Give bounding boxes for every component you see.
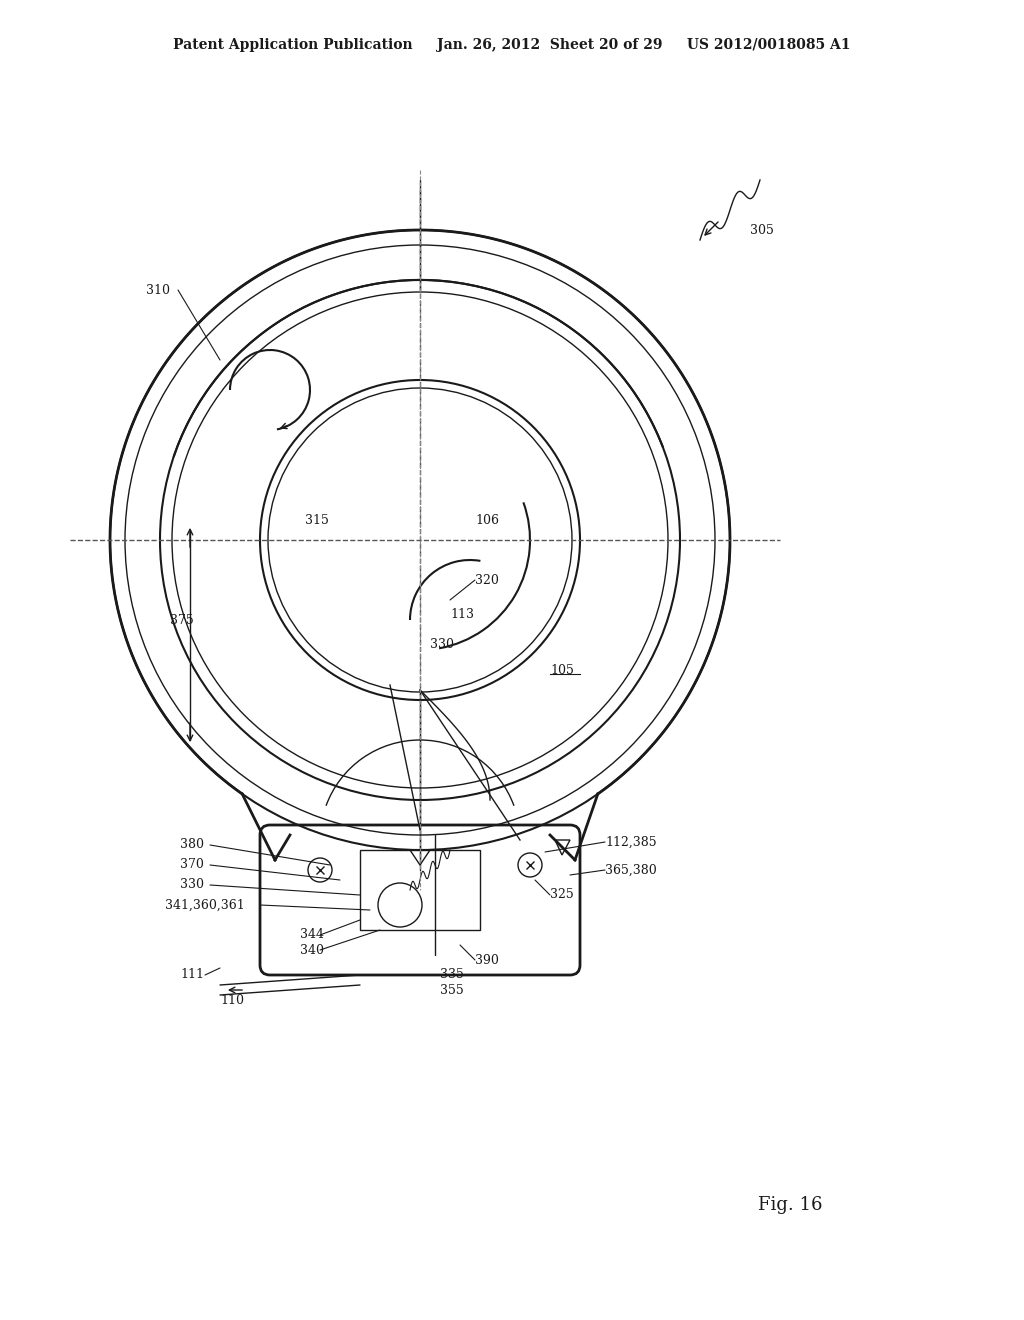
Bar: [360, 850, 480, 931]
Text: Fig. 16: Fig. 16: [758, 1196, 822, 1214]
Text: 330: 330: [430, 639, 454, 652]
Text: 315: 315: [305, 513, 329, 527]
Text: 105: 105: [550, 664, 573, 676]
Text: 330: 330: [180, 879, 204, 891]
Text: 320: 320: [475, 573, 499, 586]
Text: 341,360,361: 341,360,361: [165, 899, 245, 912]
Text: 335: 335: [440, 969, 464, 982]
Text: 365,380: 365,380: [605, 863, 656, 876]
Text: 111: 111: [180, 969, 204, 982]
Text: 355: 355: [440, 983, 464, 997]
Text: Patent Application Publication     Jan. 26, 2012  Sheet 20 of 29     US 2012/001: Patent Application Publication Jan. 26, …: [173, 38, 851, 51]
Text: 375: 375: [170, 614, 194, 627]
Text: 310: 310: [146, 284, 170, 297]
Text: 110: 110: [220, 994, 244, 1006]
Text: 390: 390: [475, 953, 499, 966]
Text: 106: 106: [475, 513, 499, 527]
Text: 305: 305: [750, 223, 774, 236]
Text: 112,385: 112,385: [605, 836, 656, 849]
Text: 340: 340: [300, 944, 324, 957]
Text: 344: 344: [300, 928, 324, 941]
Text: 370: 370: [180, 858, 204, 871]
Text: 325: 325: [550, 888, 573, 902]
Text: 380: 380: [180, 838, 204, 851]
Text: 113: 113: [450, 609, 474, 622]
